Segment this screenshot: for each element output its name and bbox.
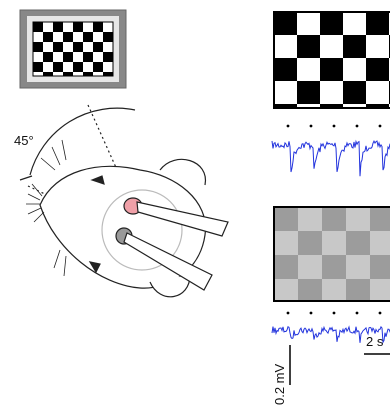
angle-label: 45° <box>14 133 34 148</box>
marker-dot <box>333 125 336 128</box>
voltage-trace <box>272 141 390 176</box>
marker-dot <box>379 312 382 315</box>
marker-dot <box>310 125 313 128</box>
voltage-scale-label: 0.2 mV <box>272 363 287 405</box>
stimulus-markers <box>287 125 382 128</box>
stimulus-markers <box>287 312 382 315</box>
checkerboard-high <box>274 12 390 108</box>
marker-dot <box>333 312 336 315</box>
marker-dot <box>379 125 382 128</box>
checkerboard-low <box>274 207 390 301</box>
page: 0.2 mV 2 s 45° (() => { const data = JSO… <box>0 0 390 408</box>
monitor-icon <box>20 10 126 88</box>
marker-dot <box>310 312 313 315</box>
marker-dot <box>287 312 290 315</box>
time-scale-label: 2 s <box>366 334 384 349</box>
mouse-drawing <box>20 105 228 297</box>
marker-dot <box>356 312 359 315</box>
marker-dot <box>287 125 290 128</box>
figure: 0.2 mV 2 s 45° <box>0 0 390 408</box>
marker-dot <box>356 125 359 128</box>
